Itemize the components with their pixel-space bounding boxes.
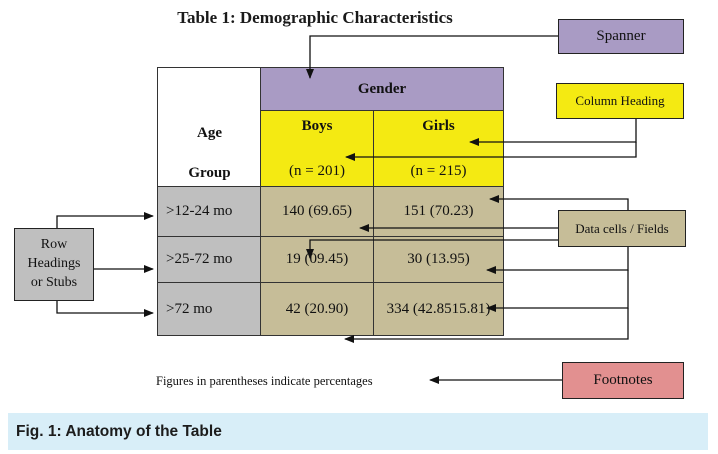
data-cells-label-box: Data cells / Fields — [558, 210, 686, 247]
data-cells-arrow-6 — [344, 308, 629, 343]
column-heading-girls: Girls (n = 215) — [373, 110, 504, 187]
footnote-text: Figures in parentheses indicate percenta… — [156, 374, 373, 388]
row-headings-line-3: or Stubs — [30, 274, 78, 290]
figure-caption: Fig. 1: Anatomy of the Table — [16, 422, 222, 440]
data-cell-boys: 140 (69.65) — [260, 186, 374, 237]
row-headings-label-box: Row Headings or Stubs — [14, 228, 94, 301]
data-cells-arrow-5 — [486, 270, 629, 312]
column-heading-boys-n: (n = 201) — [289, 162, 345, 179]
data-cell-boys: 42 (20.90) — [260, 282, 374, 336]
footnotes-label-box: Footnotes — [562, 362, 684, 399]
column-heading-boys-label: Boys — [301, 117, 333, 134]
row-headings-line-2: Headings — [27, 256, 81, 272]
column-heading-girls-n: (n = 215) — [410, 162, 467, 179]
row-headings-arrow-1 — [56, 212, 154, 228]
row-stub: >12-24 mo — [157, 186, 261, 237]
data-cell-girls: 30 (13.95) — [373, 236, 504, 283]
column-heading-label-box: Column Heading — [556, 83, 684, 119]
data-cells-arrow-2 — [489, 195, 629, 210]
spanner-label-box: Spanner — [558, 19, 684, 54]
row-headings-arrow-3 — [56, 301, 154, 317]
spanner-arrow — [306, 35, 558, 79]
row-headings-line-1: Row — [40, 237, 68, 253]
data-cell-boys: 19 (09.45) — [260, 236, 374, 283]
data-cells-arrow-3 — [306, 239, 558, 259]
column-heading-girls-label: Girls — [422, 117, 455, 134]
column-heading-arrow-boys — [345, 142, 637, 161]
column-heading-arrow-girls — [469, 119, 637, 146]
spanner-cell: Gender — [260, 67, 504, 111]
data-cell-girls: 334 (42.8515.81) — [373, 282, 504, 336]
figure-caption-bar: Fig. 1: Anatomy of the Table — [8, 413, 708, 450]
group-label: Group — [188, 165, 231, 181]
table-title: Table 1: Demographic Characteristics — [177, 8, 453, 27]
row-stub: >72 mo — [157, 282, 261, 336]
data-cells-arrow-4 — [486, 247, 629, 274]
age-label: Age — [197, 125, 222, 141]
